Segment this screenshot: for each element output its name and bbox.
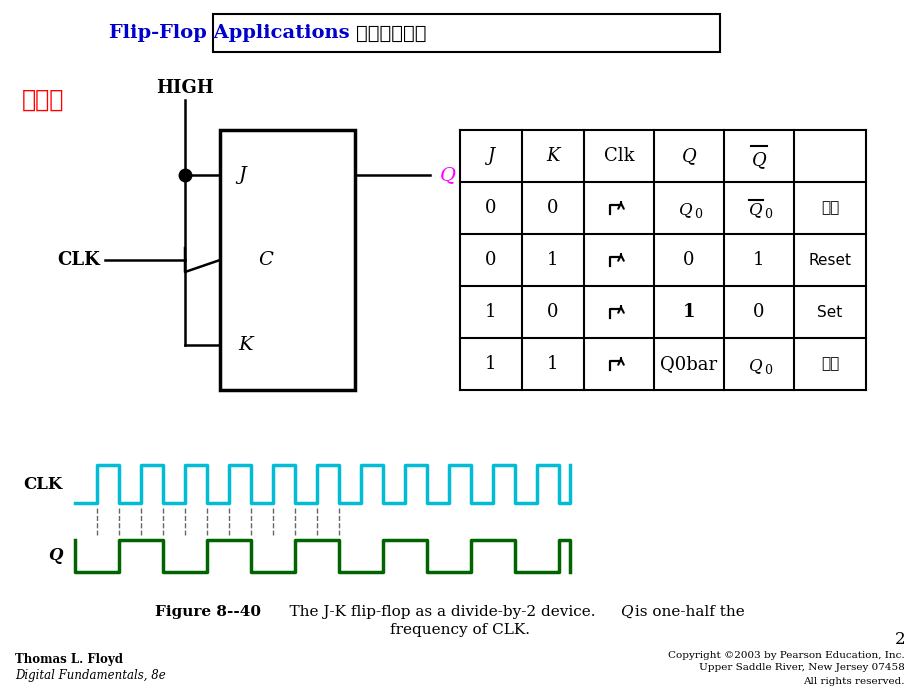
Text: 1: 1: [682, 303, 695, 321]
Text: 0: 0: [753, 303, 764, 321]
Text: J: J: [238, 166, 245, 184]
Text: The J-K flip-flop as a divide-by-2 device.: The J-K flip-flop as a divide-by-2 devic…: [269, 605, 600, 619]
Text: 1: 1: [547, 251, 558, 269]
Text: Q: Q: [49, 547, 62, 564]
Text: Flip-Flop Applications: Flip-Flop Applications: [108, 24, 356, 42]
Text: Q: Q: [619, 605, 632, 619]
Text: K: K: [238, 336, 253, 354]
Text: Q: Q: [751, 151, 766, 169]
Text: Upper Saddle River, New Jersey 07458: Upper Saddle River, New Jersey 07458: [698, 664, 904, 673]
Text: Set: Set: [816, 304, 842, 319]
Text: Figure 8--40: Figure 8--40: [154, 605, 261, 619]
Text: Q: Q: [439, 166, 456, 184]
Text: 不變: 不變: [820, 201, 838, 215]
Text: 1: 1: [484, 355, 496, 373]
Text: is one-half the: is one-half the: [630, 605, 744, 619]
Text: frequency of CLK.: frequency of CLK.: [390, 623, 529, 637]
Text: All rights reserved.: All rights reserved.: [802, 676, 904, 685]
Bar: [220, 130, 355, 390]
Text: 0: 0: [547, 303, 558, 321]
Text: CLK: CLK: [57, 251, 100, 269]
Text: Q0bar: Q0bar: [660, 355, 717, 373]
Text: 0: 0: [484, 199, 496, 217]
Text: 0: 0: [547, 199, 558, 217]
Text: C: C: [257, 251, 273, 269]
Text: 正反器的用途: 正反器的用途: [356, 23, 426, 43]
Text: Reset: Reset: [808, 253, 851, 268]
Text: 0: 0: [763, 208, 771, 221]
Text: HIGH: HIGH: [156, 79, 213, 97]
Text: 2: 2: [893, 631, 904, 649]
Text: K: K: [546, 147, 559, 165]
Bar: [213, 14, 720, 52]
Text: 0: 0: [683, 251, 694, 269]
Text: 轉態: 轉態: [820, 357, 838, 371]
Text: 0: 0: [484, 251, 496, 269]
Text: Q: Q: [748, 357, 762, 375]
Text: 1: 1: [484, 303, 496, 321]
Text: Clk: Clk: [603, 147, 633, 165]
Text: CLK: CLK: [24, 475, 62, 493]
Text: Copyright ©2003 by Pearson Education, Inc.: Copyright ©2003 by Pearson Education, In…: [667, 651, 904, 660]
Text: 0: 0: [763, 364, 771, 377]
Text: 1: 1: [753, 251, 764, 269]
Text: 1: 1: [547, 355, 558, 373]
Text: 0: 0: [693, 208, 701, 221]
Text: Digital Fundamentals, 8e: Digital Fundamentals, 8e: [15, 669, 165, 682]
Text: 除法器: 除法器: [22, 88, 64, 112]
Text: Q: Q: [678, 201, 692, 219]
Text: Q: Q: [681, 147, 696, 165]
Text: Thomas L. Floyd: Thomas L. Floyd: [15, 653, 123, 667]
Text: J: J: [487, 147, 494, 165]
Text: Q: Q: [748, 201, 762, 219]
